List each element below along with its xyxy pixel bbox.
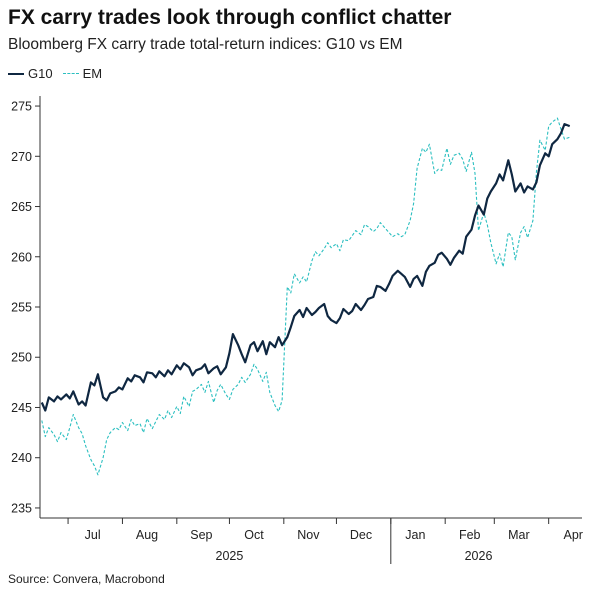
y-tick-label: 270 [11,150,32,164]
y-tick-label: 250 [11,351,32,365]
x-tick-label: Aug [136,528,158,542]
legend-label-em: EM [82,66,103,81]
y-tick-label: 240 [11,451,32,465]
x-year-label: 2026 [465,549,493,563]
x-tick-label: Feb [459,528,481,542]
legend-swatch-em [62,73,79,74]
legend-label-g10: G10 [28,66,53,81]
source-note: Source: Convera, Macrobond [8,572,165,586]
legend-item-em: EM [62,66,103,81]
series-line-em [41,117,570,476]
legend-swatch-g10 [8,72,24,75]
chart-title: FX carry trades look through conflict ch… [8,6,452,29]
y-tick-label: 275 [11,100,32,114]
y-tick-label: 245 [11,401,32,415]
y-axis: 235 240 245 250 255 260 265 270 275 [11,96,41,518]
x-tick-label: Nov [297,528,320,542]
x-tick-label: Jan [405,528,425,542]
legend-item-g10: G10 [8,66,53,81]
y-tick-label: 265 [11,200,32,214]
y-tick-label: 235 [11,501,32,515]
chart-lines [40,117,571,476]
y-tick-label: 260 [11,250,32,264]
y-tick-label: 255 [11,301,32,315]
x-tick-label: Apr [564,528,583,542]
chart-subtitle: Bloomberg FX carry trade total-return in… [8,36,403,53]
x-tick-label: Jul [85,528,101,542]
x-year-label: 2025 [216,549,244,563]
x-tick-label: Oct [244,528,264,542]
x-axis: Jul Aug Sep Oct Nov Dec Jan Feb Mar Apr 2025 2026 [40,517,583,564]
chart-legend: G10 EM [8,66,112,81]
series-line-g10 [40,123,571,412]
x-tick-label: Dec [350,528,372,542]
x-tick-label: Sep [190,528,212,542]
x-tick-label: Mar [508,528,530,542]
